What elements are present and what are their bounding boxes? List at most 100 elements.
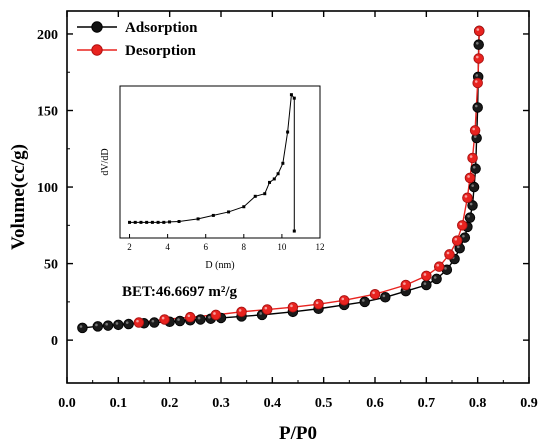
point-adsorption: [467, 200, 478, 211]
point-highlight: [382, 294, 386, 298]
inset-point: [162, 220, 166, 224]
point-highlight: [259, 312, 262, 315]
x-tick-label: 0.3: [212, 396, 230, 411]
point-adsorption: [431, 273, 442, 285]
inset-point: [289, 93, 293, 97]
point-desorption: [313, 298, 324, 310]
inset-x-tick-label: 4: [165, 242, 170, 252]
main-axis-ticks: [66, 11, 530, 383]
inset-point: [211, 213, 215, 217]
point-adsorption: [472, 102, 483, 113]
point-desorption: [287, 301, 299, 313]
inset-x-tick-label: 8: [242, 242, 247, 252]
point-adsorption: [195, 314, 206, 325]
legend-adsorption-label: Adsorption: [125, 20, 198, 36]
point-highlight: [197, 316, 201, 320]
y-tick-label: 0: [51, 334, 58, 349]
point-highlight: [105, 322, 108, 326]
y-tick-label: 150: [37, 105, 58, 120]
inset-x-tick-label: 6: [203, 242, 208, 252]
point-highlight: [213, 312, 216, 315]
point-desorption: [433, 261, 445, 272]
point-desorption: [469, 125, 481, 136]
x-tick-label: 0.5: [315, 396, 333, 411]
x-tick-label: 0.1: [110, 396, 128, 411]
x-tick-label: 0.6: [366, 396, 384, 411]
point-adsorption: [92, 321, 104, 332]
point-highlight: [95, 323, 98, 327]
inset-point: [272, 177, 276, 181]
point-highlight: [187, 314, 191, 318]
main-series-group: [77, 25, 485, 334]
x-tick-label: 0.7: [418, 396, 436, 411]
point-highlight: [467, 214, 470, 218]
point-highlight: [474, 104, 478, 108]
point-highlight: [290, 304, 293, 308]
legend-adsorption-marker: [91, 21, 103, 33]
point-highlight: [475, 55, 479, 59]
point-highlight: [136, 319, 139, 323]
point-desorption: [421, 270, 432, 282]
point-highlight: [474, 80, 478, 83]
point-highlight: [341, 297, 345, 301]
inset-point: [168, 220, 172, 224]
point-highlight: [177, 318, 180, 321]
point-desorption: [473, 53, 484, 64]
point-adsorption: [468, 181, 480, 193]
point-highlight: [475, 74, 479, 77]
point-desorption: [451, 235, 463, 246]
point-highlight: [476, 28, 480, 31]
point-desorption: [467, 152, 478, 164]
point-desorption: [462, 192, 473, 204]
inset-point: [133, 220, 137, 224]
legend-desorption-marker: [91, 44, 103, 56]
point-highlight: [264, 306, 268, 310]
inset-x-tick-label: 10: [277, 242, 287, 252]
point-adsorption: [113, 319, 124, 331]
point-highlight: [469, 155, 473, 158]
point-highlight: [472, 127, 476, 131]
inset-point: [196, 217, 200, 221]
point-highlight: [161, 316, 165, 320]
point-highlight: [433, 276, 437, 279]
point-highlight: [457, 245, 460, 249]
inset-x-tick-label: 2: [127, 242, 132, 252]
inset-point: [242, 205, 246, 209]
x-tick-label: 0.9: [520, 396, 538, 411]
inset-point: [281, 161, 285, 165]
x-tick-label: 0.0: [58, 396, 76, 411]
point-desorption: [133, 317, 145, 328]
inset-point: [128, 220, 132, 224]
inset-plot-frame: [119, 85, 321, 239]
x-axis-title: P/P0: [279, 423, 317, 444]
point-adsorption: [473, 39, 484, 50]
point-highlight: [469, 202, 473, 206]
point-highlight: [472, 165, 476, 169]
y-tick-label: 50: [44, 258, 58, 273]
inset-point: [139, 220, 143, 224]
inset-x-tick-label: 12: [316, 242, 325, 252]
point-highlight: [372, 291, 375, 295]
inset-point: [292, 229, 296, 233]
point-highlight: [125, 321, 129, 324]
inset-series-group: [128, 93, 296, 233]
point-highlight: [403, 282, 406, 285]
point-adsorption: [102, 320, 114, 331]
point-highlight: [423, 282, 427, 285]
inset-x-axis-title: D (nm): [205, 260, 234, 271]
point-desorption: [261, 304, 273, 315]
point-desorption: [159, 314, 170, 325]
point-highlight: [208, 316, 211, 319]
y-axis-title: Volume(cc/g): [8, 144, 29, 250]
point-highlight: [115, 322, 119, 325]
point-desorption: [464, 172, 476, 184]
point-highlight: [462, 234, 465, 238]
point-desorption: [444, 249, 455, 260]
x-tick-label: 0.4: [264, 396, 282, 411]
inset-point: [253, 194, 257, 198]
point-highlight: [454, 237, 458, 241]
x-tick-label: 0.2: [161, 396, 179, 411]
point-adsorption: [464, 212, 476, 223]
point-highlight: [423, 273, 427, 276]
point-desorption: [369, 288, 381, 300]
